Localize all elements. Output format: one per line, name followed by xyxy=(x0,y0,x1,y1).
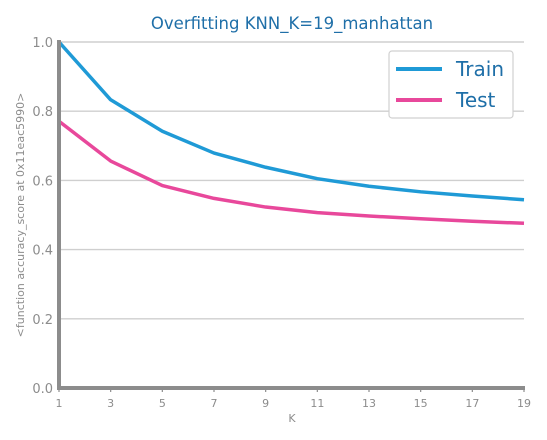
legend-label-test: Test xyxy=(455,88,496,112)
y-tick-label: 0.8 xyxy=(32,105,53,120)
x-tick-label: 7 xyxy=(211,397,218,410)
x-tick-label: 5 xyxy=(159,397,166,410)
x-tick-label: 19 xyxy=(517,397,531,410)
y-axis-label: <function accuracy_score at 0x11eac5990> xyxy=(14,93,27,338)
series-line-train xyxy=(57,40,525,202)
series-lines xyxy=(57,40,525,226)
axes xyxy=(57,40,525,390)
y-tick-label: 0.0 xyxy=(32,382,53,397)
x-tick-label: 11 xyxy=(310,397,324,410)
legend: Train Test xyxy=(388,50,514,119)
y-tick-label: 1.0 xyxy=(32,36,53,51)
y-tick-label: 0.4 xyxy=(32,244,53,259)
x-tick-label: 1 xyxy=(56,397,63,410)
chart-title: Overfitting KNN_K=19_manhattan xyxy=(151,14,433,34)
series-line-test xyxy=(57,119,525,226)
y-tick-label: 0.6 xyxy=(32,174,53,189)
y-tick-label: 0.2 xyxy=(32,313,53,328)
x-tick-label: 15 xyxy=(414,397,428,410)
legend-label-train: Train xyxy=(455,57,504,81)
x-tick-label: 3 xyxy=(107,397,114,410)
x-tick-label: 17 xyxy=(465,397,479,410)
x-tick-label: 9 xyxy=(262,397,269,410)
x-axis-label: K xyxy=(288,412,296,425)
x-tick-label: 13 xyxy=(362,397,376,410)
ticks: 0.00.20.40.60.81.01 3 5 7 9 11 13 15 17 19 xyxy=(32,36,531,410)
